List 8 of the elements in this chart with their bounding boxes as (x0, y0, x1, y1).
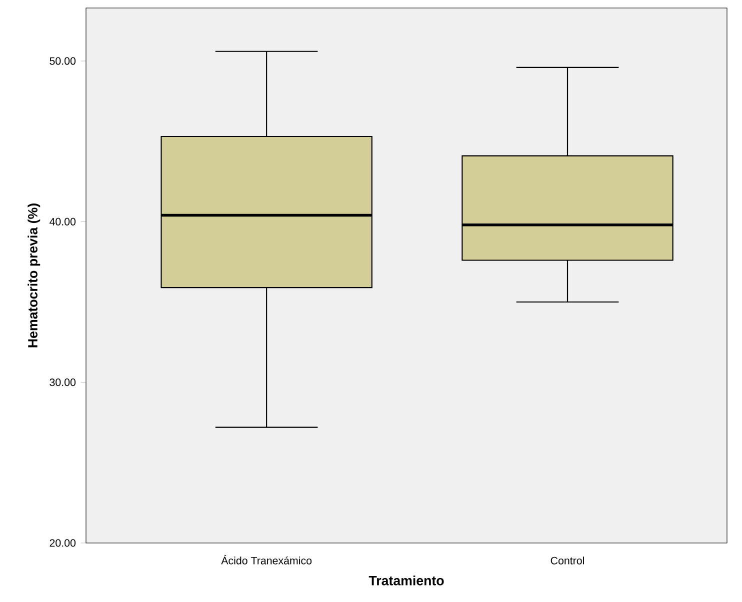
y-tick-label: 20.00 (50, 539, 76, 547)
x-tick-label: Ácido Tranexámico (221, 555, 312, 564)
y-axis-title: Hematocrito previa (%) (28, 204, 40, 348)
y-tick-label: 50.00 (50, 57, 76, 65)
x-axis-title: Tratamiento (368, 576, 444, 586)
x-tick-label: Control (550, 556, 584, 564)
y-tick-label: 30.00 (50, 378, 76, 386)
y-tick-label: 40.00 (50, 218, 76, 226)
